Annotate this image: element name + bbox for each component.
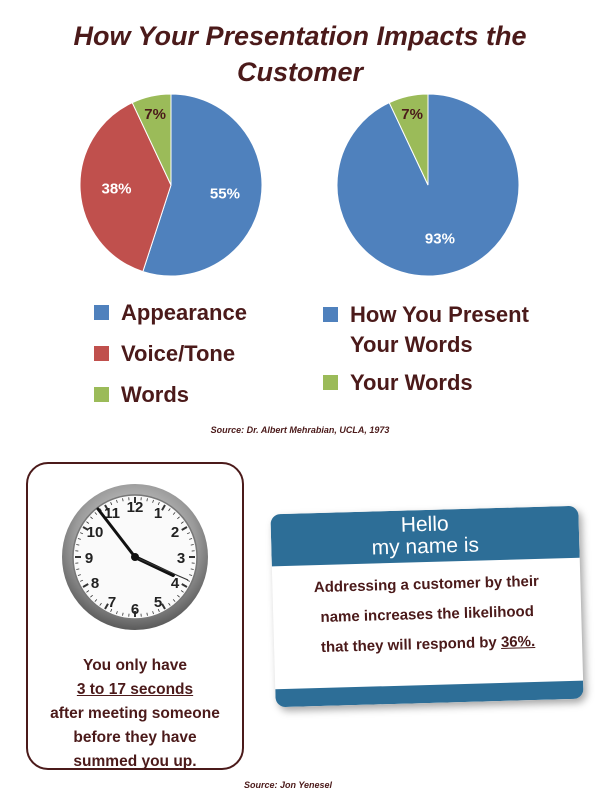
legend-label-line-1: How You Present [350, 302, 529, 327]
svg-text:2: 2 [171, 524, 179, 541]
legend-item-voice-tone: Voice/Tone [94, 339, 247, 369]
svg-text:7: 7 [108, 594, 116, 611]
legend-left: Appearance Voice/Tone Words [94, 298, 247, 410]
pie-data-label: 7% [144, 106, 166, 123]
pie-data-label: 7% [401, 106, 423, 123]
svg-text:6: 6 [131, 601, 139, 618]
clock-card: 12 1 2 3 4 5 6 7 8 9 10 11 You only have… [26, 462, 244, 770]
pie-data-label: 55% [210, 186, 240, 203]
svg-text:8: 8 [91, 575, 99, 592]
pie-data-label: 93% [425, 230, 455, 247]
svg-text:10: 10 [87, 524, 104, 541]
pie-slice-appearance [142, 93, 263, 277]
pie-chart-words: 93% 7% [336, 93, 520, 277]
clock-icon: 12 1 2 3 4 5 6 7 8 9 10 11 [62, 484, 208, 630]
legend-swatch [94, 346, 109, 361]
legend-item-appearance: Appearance [94, 298, 247, 328]
clock-card-text: You only have 3 to 17 seconds after meet… [28, 654, 242, 774]
legend-swatch [94, 305, 109, 320]
legend-swatch [323, 307, 338, 322]
legend-swatch [94, 387, 109, 402]
pie-slice-voice-tone [79, 101, 172, 273]
legend-label: Appearance [121, 300, 247, 325]
clock-text-highlight: 3 to 17 seconds [76, 681, 194, 698]
pie-slice-your-words [388, 93, 429, 186]
svg-text:11: 11 [104, 505, 120, 522]
source-bottom: Source: Jon Yenesel [244, 780, 333, 790]
legend-label: Voice/Tone [121, 341, 236, 366]
legend-swatch [323, 375, 338, 390]
legend-label: Words [121, 382, 190, 407]
svg-text:4: 4 [171, 575, 180, 592]
legend-label-line-2: Your Words [350, 332, 473, 357]
pie-slice-words [131, 93, 172, 186]
name-badge-text: Addressing a customer by their name incr… [272, 566, 582, 665]
badge-text-highlight: 36%. [500, 632, 536, 651]
title-line-1: How Your Presentation Impacts the [73, 21, 527, 51]
legend-item-your-words: Your Words [323, 368, 529, 398]
svg-text:3: 3 [177, 550, 185, 567]
clock-text-line-4: before they have [73, 729, 197, 746]
legend-item-how-you-present: How You Present Your Words [323, 300, 529, 360]
clock-text-line-1: You only have [83, 657, 187, 674]
pie-chart-presentation: 55% 38% 7% [79, 93, 263, 277]
pie-data-label: 38% [101, 180, 131, 197]
legend-right: How You Present Your Words Your Words [323, 300, 529, 398]
name-badge-header: Hello my name is [270, 505, 580, 567]
clock-text-line-3: after meeting someone [50, 705, 220, 722]
legend-item-words: Words [94, 380, 247, 410]
page-title: How Your Presentation Impacts the Custom… [0, 18, 600, 90]
badge-text-line-3-prefix: that they will respond by [320, 633, 502, 656]
title-line-2: Customer [236, 57, 364, 87]
legend-label: How You Present Your Words [350, 300, 529, 360]
name-badge: Hello my name is Addressing a customer b… [270, 505, 584, 708]
svg-text:1: 1 [154, 505, 162, 522]
svg-text:5: 5 [154, 594, 162, 611]
svg-text:9: 9 [85, 550, 93, 567]
source-top: Source: Dr. Albert Mehrabian, UCLA, 1973 [210, 425, 390, 435]
name-badge-footer [275, 680, 584, 708]
svg-text:12: 12 [127, 499, 144, 516]
clock-text-line-5: summed you up. [73, 753, 197, 770]
legend-label: Your Words [350, 370, 473, 395]
